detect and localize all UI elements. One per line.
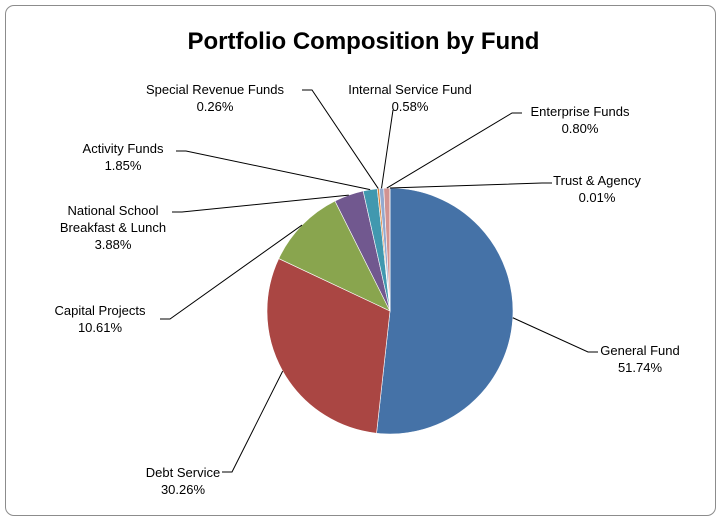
- data-label-value: 10.61%: [77, 320, 123, 335]
- pie-slice: [376, 187, 514, 435]
- data-label-name: Trust & Agency: [553, 173, 641, 188]
- data-label-value: 3.88%: [94, 237, 132, 252]
- data-label: General Fund 51.74%: [585, 342, 695, 376]
- data-label-value: 30.26%: [160, 482, 206, 497]
- data-label-value: 0.26%: [196, 99, 234, 114]
- leader-line: [381, 109, 394, 189]
- data-label: Activity Funds 1.85%: [68, 140, 178, 174]
- pie-slice: [266, 258, 391, 434]
- data-label: Special Revenue Funds 0.26%: [130, 81, 300, 115]
- chart-frame: [5, 5, 716, 516]
- data-label-name: Debt Service: [145, 465, 221, 480]
- pie-slice: [278, 200, 391, 312]
- data-label: Capital Projects 10.61%: [40, 302, 160, 336]
- leader-line: [389, 182, 552, 189]
- data-label: National School Breakfast & Lunch 3.88%: [48, 202, 178, 253]
- leader-line: [160, 224, 303, 320]
- leader-line: [222, 370, 284, 473]
- data-label-value: 51.74%: [617, 360, 663, 375]
- leader-line: [302, 89, 379, 189]
- data-label-value: 0.80%: [561, 121, 599, 136]
- leader-line: [512, 317, 598, 353]
- data-label-name: Special Revenue Funds: [145, 82, 285, 97]
- data-label-name: General Fund: [600, 343, 680, 358]
- data-label-name: Internal Service Fund: [348, 82, 472, 97]
- data-label: Enterprise Funds 0.80%: [520, 103, 640, 137]
- data-label: Trust & Agency 0.01%: [542, 172, 652, 206]
- leader-line: [386, 112, 522, 189]
- data-label-name: Activity Funds: [82, 141, 164, 156]
- leader-line: [172, 194, 349, 213]
- data-label-value: 0.01%: [578, 190, 616, 205]
- data-label-value: 0.58%: [391, 99, 429, 114]
- data-label: Internal Service Fund 0.58%: [330, 81, 490, 115]
- data-label-value: 1.85%: [104, 158, 142, 173]
- data-label-name: Capital Projects: [54, 303, 146, 318]
- data-label: Debt Service 30.26%: [128, 464, 238, 498]
- chart-title: Portfolio Composition by Fund: [187, 28, 540, 55]
- data-label-name: National School Breakfast & Lunch: [59, 203, 167, 235]
- data-label-name: Enterprise Funds: [530, 104, 630, 119]
- leader-line: [176, 150, 371, 191]
